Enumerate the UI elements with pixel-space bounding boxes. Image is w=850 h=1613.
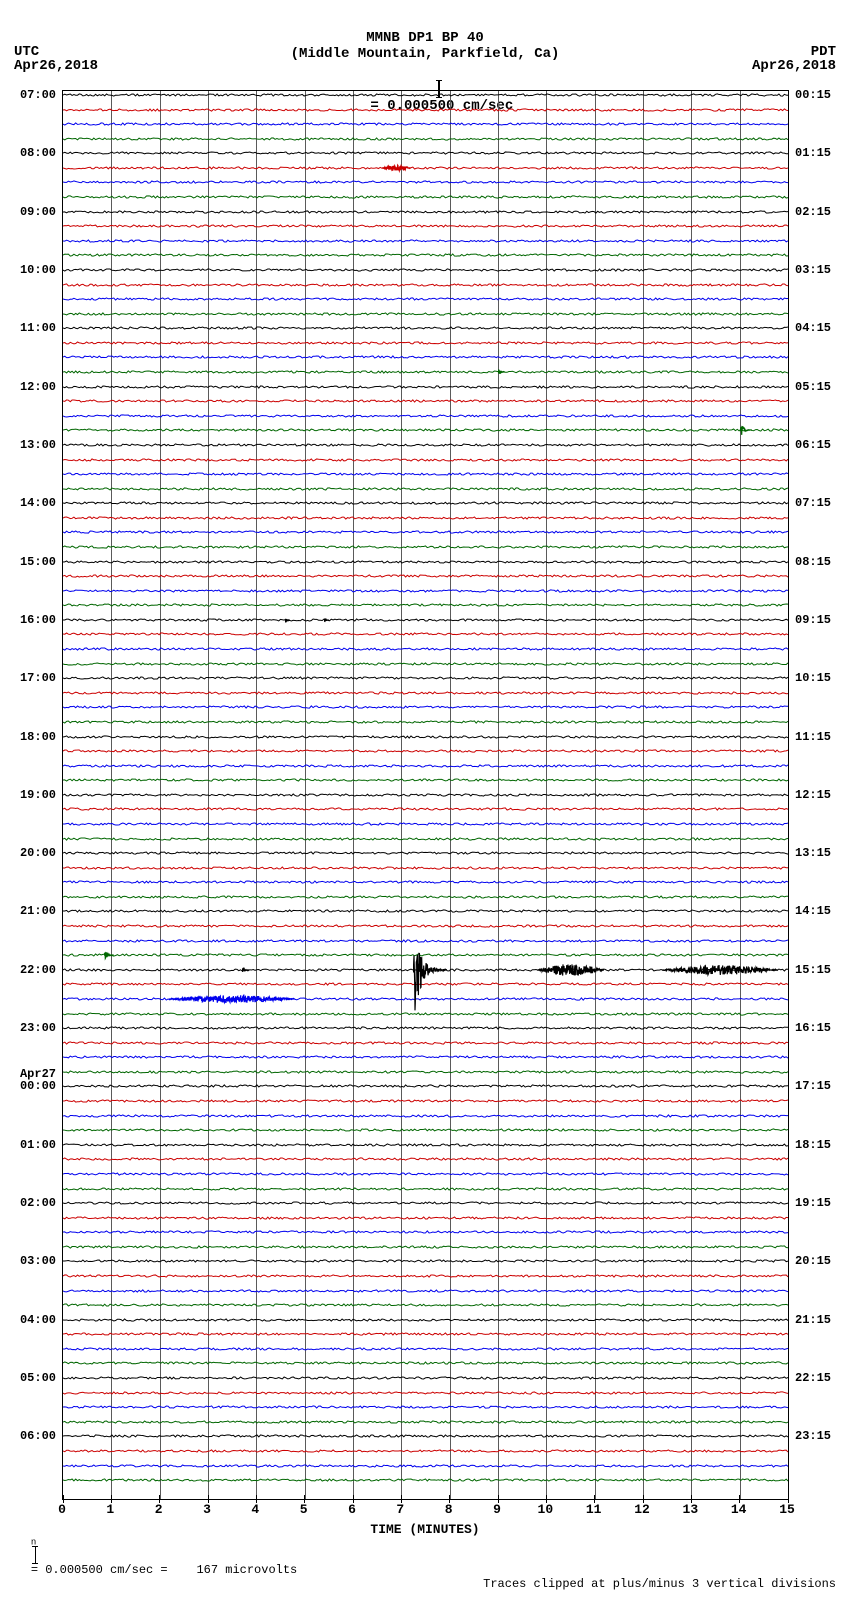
utc-time-label: 21:00 bbox=[20, 904, 56, 918]
pdt-time-label: 17:15 bbox=[795, 1079, 831, 1093]
pdt-time-label: 18:15 bbox=[795, 1138, 831, 1152]
seismic-trace bbox=[63, 568, 788, 584]
seismic-trace bbox=[63, 437, 788, 453]
seismic-trace bbox=[63, 1297, 788, 1313]
pdt-time-label: 09:15 bbox=[795, 613, 831, 627]
utc-time-label: 06:00 bbox=[20, 1429, 56, 1443]
left-date-label: Apr26,2018 bbox=[14, 58, 98, 74]
x-tick-label: 5 bbox=[300, 1502, 308, 1517]
pdt-time-label: 05:15 bbox=[795, 380, 831, 394]
pdt-time-label: 07:15 bbox=[795, 496, 831, 510]
pdt-time-label: 15:15 bbox=[795, 963, 831, 977]
utc-time-label: 22:00 bbox=[20, 963, 56, 977]
x-tick-label: 15 bbox=[779, 1502, 795, 1517]
right-date-label: Apr26,2018 bbox=[752, 58, 836, 74]
seismic-trace bbox=[63, 685, 788, 701]
pdt-time-label: 02:15 bbox=[795, 205, 831, 219]
x-tick-label: 11 bbox=[586, 1502, 602, 1517]
utc-time-label: 02:00 bbox=[20, 1196, 56, 1210]
pdt-time-label: 21:15 bbox=[795, 1313, 831, 1327]
title-line2: (Middle Mountain, Parkfield, Ca) bbox=[0, 46, 850, 62]
pdt-time-label: 11:15 bbox=[795, 730, 831, 744]
footer-right: Traces clipped at plus/minus 3 vertical … bbox=[483, 1577, 836, 1591]
helicorder-plot: 07:0008:0009:0010:0011:0012:0013:0014:00… bbox=[62, 90, 789, 1500]
utc-time-label: 05:00 bbox=[20, 1371, 56, 1385]
utc-time-label: 14:00 bbox=[20, 496, 56, 510]
seismic-trace bbox=[63, 1166, 788, 1182]
utc-time-label: 17:00 bbox=[20, 671, 56, 685]
pdt-time-label: 19:15 bbox=[795, 1196, 831, 1210]
seismic-trace bbox=[63, 1414, 788, 1430]
utc-time-label: 01:00 bbox=[20, 1138, 56, 1152]
utc-time-label: 09:00 bbox=[20, 205, 56, 219]
seismogram-display: MMNB DP1 BP 40 (Middle Mountain, Parkfie… bbox=[0, 0, 850, 1613]
x-tick-label: 12 bbox=[634, 1502, 650, 1517]
pdt-time-label: 13:15 bbox=[795, 846, 831, 860]
x-tick-label: 0 bbox=[58, 1502, 66, 1517]
utc-time-label: 07:00 bbox=[20, 88, 56, 102]
pdt-time-label: 12:15 bbox=[795, 788, 831, 802]
utc-time-label: 10:00 bbox=[20, 263, 56, 277]
x-tick-label: 10 bbox=[538, 1502, 554, 1517]
seismic-trace bbox=[63, 1472, 788, 1488]
utc-time-label: 08:00 bbox=[20, 146, 56, 160]
x-tick-label: 9 bbox=[493, 1502, 501, 1517]
utc-time-label: 11:00 bbox=[20, 321, 56, 335]
utc-time-label: 23:00 bbox=[20, 1021, 56, 1035]
utc-time-label: 18:00 bbox=[20, 730, 56, 744]
utc-time-label: 12:00 bbox=[20, 380, 56, 394]
seismic-trace bbox=[63, 1049, 788, 1065]
x-tick-label: 2 bbox=[155, 1502, 163, 1517]
pdt-time-label: 14:15 bbox=[795, 904, 831, 918]
seismic-trace bbox=[63, 801, 788, 817]
x-tick-label: 13 bbox=[683, 1502, 699, 1517]
x-tick-label: 3 bbox=[203, 1502, 211, 1517]
seismic-trace bbox=[63, 204, 788, 220]
utc-time-label: 15:00 bbox=[20, 555, 56, 569]
utc-time-label: 13:00 bbox=[20, 438, 56, 452]
footer-left: n = 0.000500 cm/sec = 167 microvolts bbox=[2, 1517, 297, 1591]
pdt-time-label: 06:15 bbox=[795, 438, 831, 452]
pdt-time-label: 20:15 bbox=[795, 1254, 831, 1268]
utc-time-label: 03:00 bbox=[20, 1254, 56, 1268]
utc-time-label: 04:00 bbox=[20, 1313, 56, 1327]
pdt-time-label: 00:15 bbox=[795, 88, 831, 102]
x-tick-label: 14 bbox=[731, 1502, 747, 1517]
x-tick-label: 6 bbox=[348, 1502, 356, 1517]
utc-time-label: 16:00 bbox=[20, 613, 56, 627]
pdt-time-label: 16:15 bbox=[795, 1021, 831, 1035]
title-line1: MMNB DP1 BP 40 bbox=[0, 30, 850, 46]
pdt-time-label: 10:15 bbox=[795, 671, 831, 685]
pdt-time-label: 01:15 bbox=[795, 146, 831, 160]
pdt-time-label: 04:15 bbox=[795, 321, 831, 335]
utc-time-label: 20:00 bbox=[20, 846, 56, 860]
pdt-time-label: 08:15 bbox=[795, 555, 831, 569]
x-tick-label: 8 bbox=[445, 1502, 453, 1517]
x-tick-label: 7 bbox=[396, 1502, 404, 1517]
pdt-time-label: 03:15 bbox=[795, 263, 831, 277]
seismic-trace bbox=[63, 320, 788, 336]
utc-time-label: 19:00 bbox=[20, 788, 56, 802]
x-tick-label: 1 bbox=[106, 1502, 114, 1517]
utc-time-label: Apr27 00:00 bbox=[20, 1068, 56, 1092]
pdt-time-label: 22:15 bbox=[795, 1371, 831, 1385]
x-tick-label: 4 bbox=[251, 1502, 259, 1517]
pdt-time-label: 23:15 bbox=[795, 1429, 831, 1443]
seismic-trace bbox=[63, 933, 788, 949]
